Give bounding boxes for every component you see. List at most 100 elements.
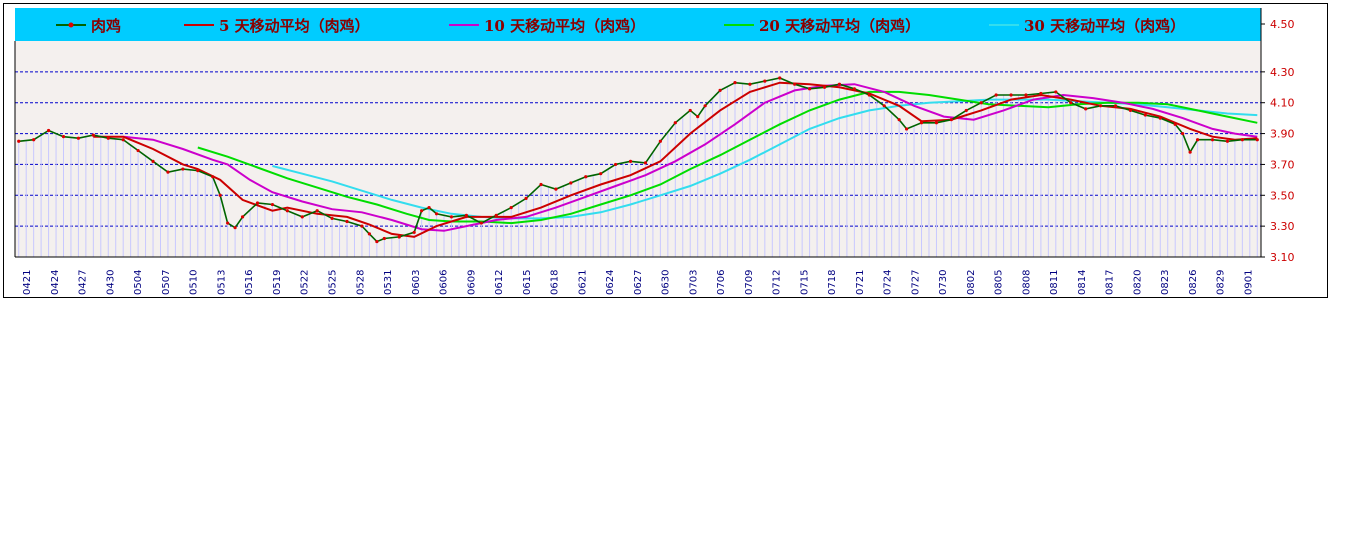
data-point [793,82,797,86]
x-tick-label: 0430 [105,270,116,295]
x-tick-label: 0504 [133,270,144,295]
y-tick-label: 3.50 [1270,189,1295,202]
data-point [703,104,707,108]
data-point [539,182,543,187]
data-point [166,170,170,174]
data-point [211,175,215,179]
data-point [1181,131,1185,136]
x-tick-label: 0627 [633,270,644,295]
data-point [897,118,901,122]
data-point [196,169,200,173]
y-tick-label: 4.30 [1270,66,1295,79]
x-tick-label: 0624 [605,270,616,295]
data-point [979,101,983,105]
x-tick-label: 0513 [216,270,227,295]
data-point [397,235,401,239]
data-point [1069,101,1073,105]
data-point [763,79,767,83]
data-point [61,135,66,139]
data-point [479,221,483,225]
x-tick-label: 0805 [994,270,1005,295]
data-point [494,213,498,217]
x-tick-label: 0606 [439,270,450,295]
data-point [733,81,737,85]
data-point [1225,139,1230,143]
data-point [91,133,95,137]
data-point [904,127,909,131]
data-point [614,162,618,167]
data-point [464,213,468,217]
data-point [599,172,603,176]
series-line [272,98,1258,220]
data-point [822,85,827,89]
data-point [509,206,513,210]
data-point [1024,93,1028,97]
data-point [919,121,924,125]
data-point [867,93,871,97]
y-tick-label: 3.70 [1270,158,1295,171]
x-tick-label: 0609 [466,270,477,295]
x-tick-label: 0603 [411,270,422,295]
x-tick-label: 0829 [1216,270,1227,295]
x-tick-label: 0703 [688,270,699,295]
data-point [1188,150,1192,154]
x-tick-label: 0820 [1132,270,1143,295]
x-tick-label: 0712 [772,270,783,295]
data-point [375,239,379,244]
data-point [569,181,573,185]
data-point [1039,91,1043,96]
legend-label: 20 天移动平均（肉鸡） [759,17,920,35]
data-point [643,161,648,165]
x-tick-label: 0811 [1049,270,1060,295]
data-point [1240,138,1244,142]
data-point [688,108,692,113]
data-point [628,159,633,163]
data-point [345,219,349,224]
y-tick-label: 4.10 [1270,97,1295,110]
data-point [181,167,185,171]
x-tick-label: 0721 [855,270,866,295]
data-point [778,76,782,80]
x-tick-label: 0724 [883,270,894,295]
data-point [554,187,558,191]
data-point [1098,104,1103,108]
y-tick-label: 3.30 [1270,220,1295,233]
data-point [151,159,155,163]
x-tick-label: 0528 [355,270,366,295]
x-tick-label: 0718 [827,270,838,295]
data-point [17,139,21,143]
legend-label: 30 天移动平均（肉鸡） [1024,17,1185,35]
x-tick-label: 0615 [522,270,533,295]
data-point [949,118,953,122]
x-tick-label: 0424 [50,270,61,295]
data-point [32,138,36,142]
x-tick-label: 0814 [1077,270,1088,295]
x-tick-label: 0802 [966,270,977,295]
x-tick-label: 0727 [910,270,921,295]
y-tick-label: 4.50 [1270,18,1295,31]
series-line [197,90,1258,225]
data-point [412,230,416,234]
data-point [46,128,51,133]
x-tick-label: 0618 [550,270,561,295]
x-tick-label: 0507 [161,270,172,295]
data-point [285,209,289,213]
y-tick-label: 3.90 [1270,128,1295,141]
chart-frame: 3.10 3.30 3.50 3.70 3.90 4.10 4.30 4.50 0421 0424… [3,3,1328,298]
data-point [584,175,588,179]
data-point [434,212,439,216]
data-point [136,148,140,153]
legend-label: 10 天移动平均（肉鸡） [484,17,645,35]
data-point [360,224,364,228]
x-tick-label: 0808 [1021,270,1032,295]
x-tick-label: 0715 [799,270,810,295]
data-point [420,209,424,213]
x-tick-label: 0706 [716,270,727,295]
data-point [255,201,260,205]
data-point [882,104,886,108]
x-tick-label: 0823 [1160,270,1171,295]
x-tick-label: 0522 [300,270,311,295]
x-tick-label: 0612 [494,270,505,295]
x-tick-label: 0421 [22,270,33,295]
data-point [106,136,110,140]
